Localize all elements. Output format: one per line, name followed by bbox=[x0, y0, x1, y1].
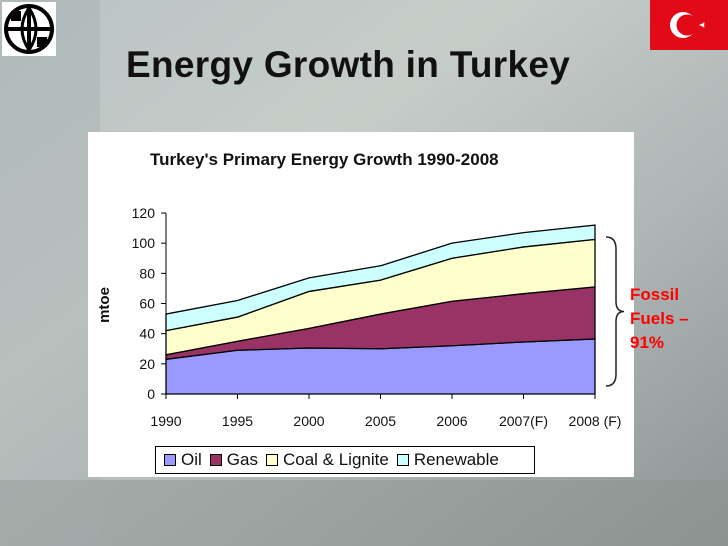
legend-label-gas: Gas bbox=[226, 450, 258, 469]
legend-item-coal: Coal & Lignite bbox=[265, 450, 389, 470]
chart-title: Turkey's Primary Energy Growth 1990-2008 bbox=[150, 150, 499, 169]
legend-swatch-oil bbox=[164, 454, 176, 466]
y-tick-label-20: 20 bbox=[139, 356, 155, 372]
y-tick-label-60: 60 bbox=[139, 296, 155, 312]
x-tick-label-4: 2006 bbox=[436, 413, 467, 429]
y-tick-label-120: 120 bbox=[132, 205, 156, 221]
x-tick-label-0: 1990 bbox=[150, 413, 181, 429]
legend-item-renewable: Renewable bbox=[396, 450, 499, 470]
area-series-renewable bbox=[165, 224, 596, 332]
world-bank-logo-icon bbox=[2, 2, 56, 56]
legend-swatch-coal bbox=[265, 454, 278, 466]
x-tick-label-6: 2008 (F) bbox=[569, 413, 622, 429]
chart-legend: Oil Gas Coal & Lignite Renewable bbox=[155, 446, 535, 474]
legend-label-oil: Oil bbox=[181, 450, 202, 469]
legend-label-coal: Coal & Lignite bbox=[282, 450, 389, 469]
y-tick-label-40: 40 bbox=[139, 326, 155, 342]
legend-swatch-gas bbox=[209, 454, 222, 466]
legend-swatch-renewable bbox=[396, 454, 409, 466]
x-tick-label-2: 2000 bbox=[293, 413, 324, 429]
legend-label-renewable: Renewable bbox=[413, 450, 499, 469]
fossil-fuels-brace bbox=[605, 236, 625, 387]
y-tick-label-0: 0 bbox=[147, 386, 155, 402]
legend-item-oil: Oil bbox=[164, 450, 202, 470]
y-axis-label: mtoe bbox=[96, 287, 113, 323]
x-tick-label-1: 1995 bbox=[222, 413, 253, 429]
slide-title: Energy Growth in Turkey bbox=[126, 44, 571, 85]
fossil-fuels-note: Fossil Fuels – 91% bbox=[630, 285, 689, 352]
x-tick-label-5: 2007(F) bbox=[499, 413, 548, 429]
x-tick-label-3: 2005 bbox=[365, 413, 396, 429]
turkey-flag-icon bbox=[650, 0, 728, 50]
y-tick-label-80: 80 bbox=[139, 265, 155, 281]
legend-item-gas: Gas bbox=[209, 450, 258, 470]
y-tick-label-100: 100 bbox=[132, 235, 156, 251]
